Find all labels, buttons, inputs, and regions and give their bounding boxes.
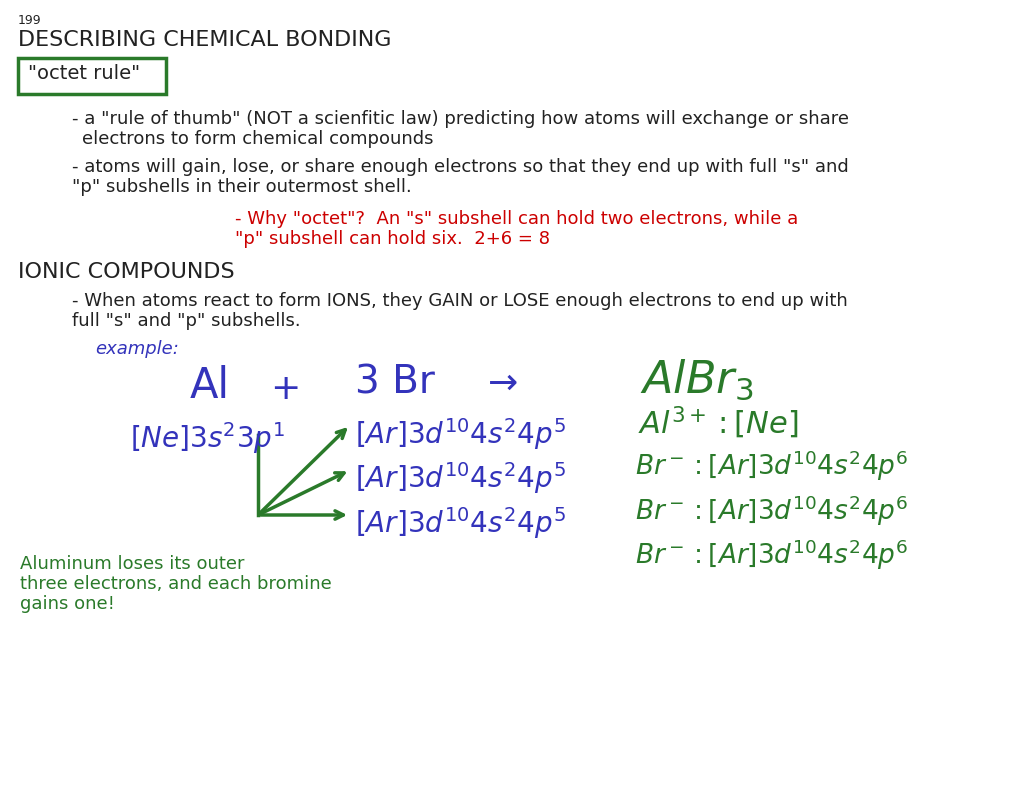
Text: - a "rule of thumb" (NOT a scienfitic law) predicting how atoms will exchange or: - a "rule of thumb" (NOT a scienfitic la… bbox=[72, 110, 848, 128]
Text: $Br^-:[Ar]3d^{10}4s^24p^6$: $Br^-:[Ar]3d^{10}4s^24p^6$ bbox=[635, 538, 908, 573]
Text: $[Ar]3d^{10}4s^24p^5$: $[Ar]3d^{10}4s^24p^5$ bbox=[355, 416, 566, 452]
Text: $Br^-:[Ar]3d^{10}4s^24p^6$: $Br^-:[Ar]3d^{10}4s^24p^6$ bbox=[635, 494, 908, 529]
Text: IONIC COMPOUNDS: IONIC COMPOUNDS bbox=[18, 262, 234, 282]
Text: $[Ne]3s^23p^1$: $[Ne]3s^23p^1$ bbox=[129, 420, 285, 456]
Text: $Al^{3+}:[Ne]$: $Al^{3+}:[Ne]$ bbox=[637, 405, 798, 441]
Text: DESCRIBING CHEMICAL BONDING: DESCRIBING CHEMICAL BONDING bbox=[18, 30, 391, 50]
Text: "octet rule": "octet rule" bbox=[28, 64, 140, 83]
Text: 3 Br: 3 Br bbox=[355, 363, 434, 401]
Text: +: + bbox=[270, 372, 300, 406]
Text: $\rightarrow$: $\rightarrow$ bbox=[480, 366, 517, 400]
Text: "p" subshells in their outermost shell.: "p" subshells in their outermost shell. bbox=[72, 178, 412, 196]
Text: - Why "octet"?  An "s" subshell can hold two electrons, while a: - Why "octet"? An "s" subshell can hold … bbox=[234, 210, 798, 228]
Text: Al: Al bbox=[190, 365, 229, 407]
Text: $[Ar]3d^{10}4s^24p^5$: $[Ar]3d^{10}4s^24p^5$ bbox=[355, 460, 566, 496]
Text: $[Ar]3d^{10}4s^24p^5$: $[Ar]3d^{10}4s^24p^5$ bbox=[355, 505, 566, 541]
Text: three electrons, and each bromine: three electrons, and each bromine bbox=[20, 575, 331, 593]
Text: 199: 199 bbox=[18, 14, 42, 27]
Text: - When atoms react to form IONS, they GAIN or LOSE enough electrons to end up wi: - When atoms react to form IONS, they GA… bbox=[72, 292, 847, 310]
Text: gains one!: gains one! bbox=[20, 595, 115, 613]
Bar bbox=[18, 58, 166, 94]
Text: full "s" and "p" subshells.: full "s" and "p" subshells. bbox=[72, 312, 301, 330]
Text: $Br^-:[Ar]3d^{10}4s^24p^6$: $Br^-:[Ar]3d^{10}4s^24p^6$ bbox=[635, 448, 908, 482]
Text: $AlBr_3$: $AlBr_3$ bbox=[639, 357, 752, 402]
Text: - atoms will gain, lose, or share enough electrons so that they end up with full: - atoms will gain, lose, or share enough… bbox=[72, 158, 848, 176]
Text: electrons to form chemical compounds: electrons to form chemical compounds bbox=[82, 130, 433, 148]
Text: "p" subshell can hold six.  2+6 = 8: "p" subshell can hold six. 2+6 = 8 bbox=[234, 230, 549, 248]
Text: example:: example: bbox=[95, 340, 178, 358]
Text: Aluminum loses its outer: Aluminum loses its outer bbox=[20, 555, 245, 573]
